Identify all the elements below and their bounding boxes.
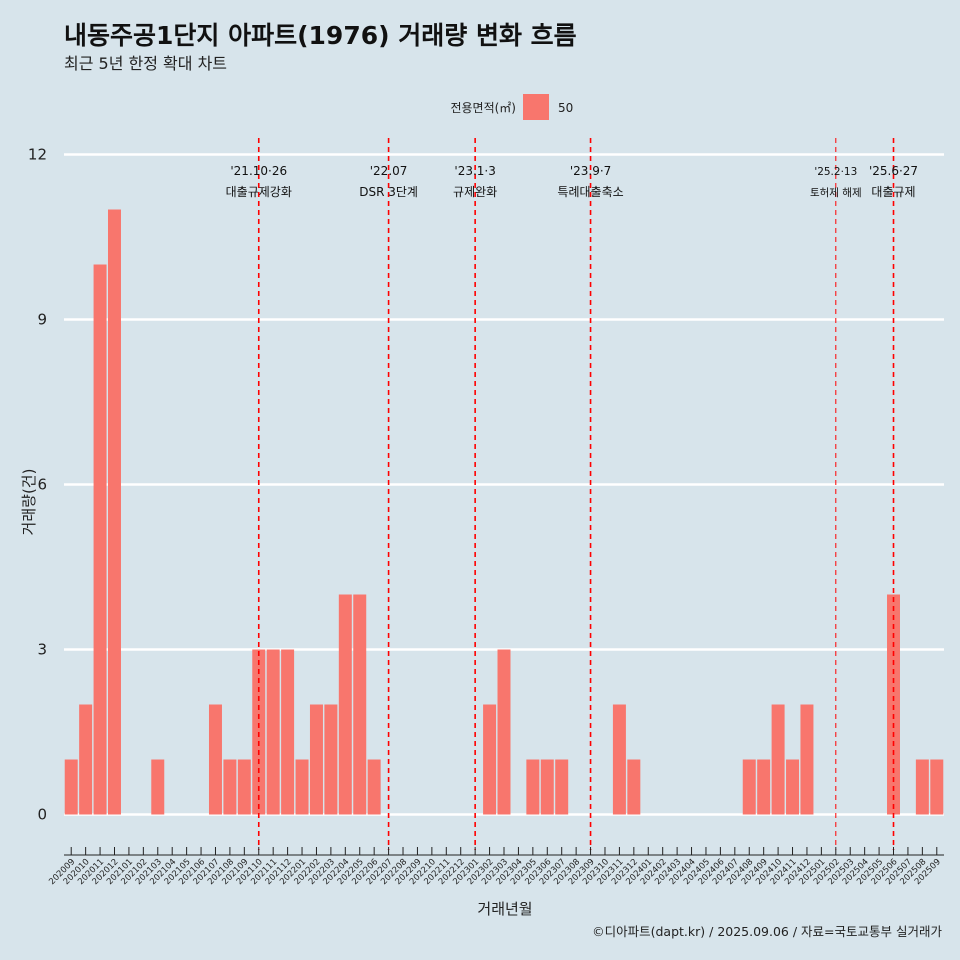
event-label-202301: 규제완화 <box>453 185 497 199</box>
y-tick-label: 3 <box>37 641 47 659</box>
bar-202204 <box>338 594 352 815</box>
bar-202508 <box>915 759 929 815</box>
chart-subtitle: 최근 5년 한정 확대 차트 <box>64 54 227 73</box>
y-tick-label: 9 <box>37 311 47 329</box>
bar-202409 <box>757 759 771 815</box>
bar-202010 <box>79 704 93 815</box>
event-date-202506: '25.6·27 <box>869 164 918 178</box>
bar-202009 <box>64 759 78 815</box>
legend-title: 전용면적(㎡) <box>450 101 516 115</box>
bar-202408 <box>742 759 756 815</box>
bar-202302 <box>483 704 497 815</box>
legend: 전용면적(㎡) 50 <box>450 94 573 120</box>
bar-202206 <box>367 759 381 815</box>
y-axis-label: 거래량(건) <box>20 469 38 536</box>
bar-202410 <box>771 704 785 815</box>
bar-202205 <box>353 594 367 815</box>
bar-202201 <box>295 759 309 815</box>
bar-202103 <box>151 759 165 815</box>
bar-202509 <box>930 759 944 815</box>
bar-202203 <box>324 704 338 815</box>
bar-202506 <box>887 594 900 815</box>
chart-title: 내동주공1단지 아파트(1976) 거래량 변화 흐름 <box>64 21 577 50</box>
bar-202108 <box>223 759 237 815</box>
y-tick-label: 0 <box>37 806 47 824</box>
y-tick-label: 12 <box>28 146 47 164</box>
bar-202311 <box>612 704 626 815</box>
event-date-202301: '23.1·3 <box>454 164 495 178</box>
bar-202109 <box>237 759 251 815</box>
event-label-202309: 특례대출축소 <box>557 185 623 199</box>
event-label-202110: 대출규제강화 <box>226 185 292 199</box>
bar-202107 <box>208 704 222 815</box>
event-date-202207: '22.07 <box>370 164 408 178</box>
event-label-202506: 대출규제 <box>871 185 915 199</box>
bar-202306 <box>540 759 554 815</box>
event-date-202309: '23.9·7 <box>570 164 611 178</box>
bar-202305 <box>526 759 540 815</box>
bar-202111 <box>266 649 280 815</box>
event-date-202110: '21.10·26 <box>230 164 287 178</box>
legend-swatch <box>523 94 549 120</box>
bar-202011 <box>93 264 107 815</box>
event-label-202502: 토허제 해제 <box>810 186 862 199</box>
y-axis: 0 3 6 9 12 <box>28 146 47 824</box>
caption: ©디아파트(dapt.kr) / 2025.09.06 / 자료=국토교통부 실… <box>592 924 942 939</box>
bar-202303 <box>497 649 511 815</box>
bar-202312 <box>627 759 641 815</box>
event-label-202207: DSR 3단계 <box>359 185 418 199</box>
bar-202112 <box>281 649 295 815</box>
y-tick-label: 6 <box>37 476 47 494</box>
event-date-202502: '25.2·13 <box>814 166 857 178</box>
bar-202307 <box>555 759 569 815</box>
bars <box>64 209 944 815</box>
bar-202202 <box>309 704 323 815</box>
event-lines: '21.10·26 대출규제강화 '22.07 DSR 3단계 '23.1·3 규제완화 '… <box>226 138 918 850</box>
x-axis-label: 거래년월 <box>477 900 532 918</box>
legend-entry: 50 <box>558 101 573 115</box>
bar-202411 <box>786 759 800 815</box>
bar-202012 <box>108 209 121 815</box>
bar-202412 <box>800 704 814 815</box>
